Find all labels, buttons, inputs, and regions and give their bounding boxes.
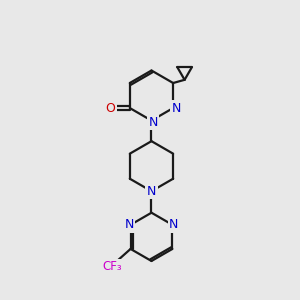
Text: N: N	[169, 218, 178, 231]
Text: CF₃: CF₃	[103, 260, 122, 273]
Text: N: N	[147, 185, 156, 198]
Text: N: N	[124, 218, 134, 231]
Text: N: N	[148, 116, 158, 128]
Text: N: N	[172, 101, 182, 115]
Text: O: O	[106, 101, 116, 115]
